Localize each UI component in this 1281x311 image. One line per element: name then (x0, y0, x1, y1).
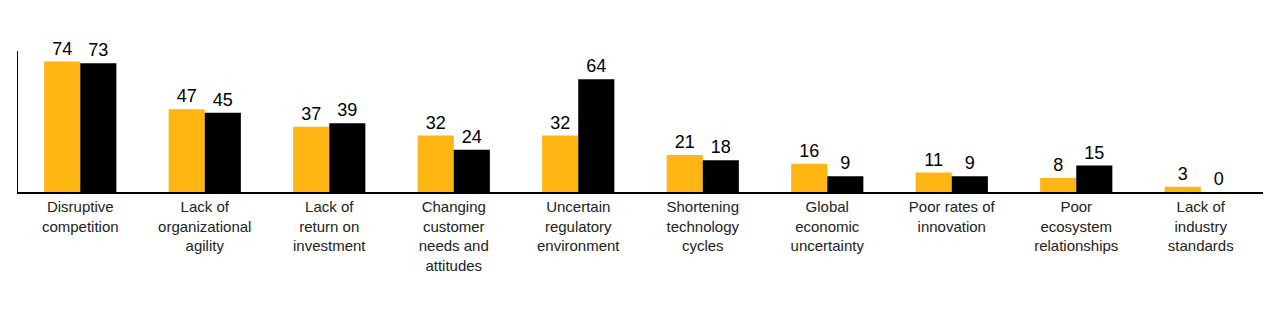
svg-text:0: 0 (1214, 169, 1224, 189)
svg-text:8: 8 (1053, 155, 1063, 175)
svg-text:64: 64 (586, 56, 606, 76)
svg-text:32: 32 (550, 113, 570, 133)
svg-text:15: 15 (1084, 143, 1104, 163)
svg-text:47: 47 (177, 86, 197, 106)
svg-text:9: 9 (840, 153, 850, 173)
svg-text:9: 9 (965, 153, 975, 173)
svg-text:Lack ofreturn oninvestment: Lack ofreturn oninvestment (293, 198, 366, 254)
svg-text:45: 45 (213, 90, 233, 110)
svg-text:11: 11 (924, 150, 943, 170)
svg-text:74: 74 (52, 39, 72, 59)
svg-text:Lack ofindustrystandards: Lack ofindustrystandards (1168, 198, 1234, 254)
svg-text:37: 37 (301, 104, 321, 124)
svg-text:32: 32 (426, 113, 446, 133)
svg-text:16: 16 (799, 141, 819, 161)
svg-text:Lack oforganizationalagility: Lack oforganizationalagility (158, 198, 251, 254)
svg-text:Globaleconomicuncertainty: Globaleconomicuncertainty (791, 198, 865, 254)
svg-text:73: 73 (88, 40, 108, 60)
svg-text:Disruptivecompetition: Disruptivecompetition (42, 198, 119, 235)
svg-text:Changingcustomerneeds andattit: Changingcustomerneeds andattitudes (419, 198, 489, 274)
svg-text:21: 21 (675, 132, 695, 152)
svg-text:18: 18 (711, 137, 731, 157)
svg-text:Shorteningtechnologycycles: Shorteningtechnologycycles (666, 198, 739, 254)
svg-text:39: 39 (337, 100, 357, 120)
svg-text:3: 3 (1178, 164, 1188, 184)
svg-text:24: 24 (462, 127, 482, 147)
svg-text:Uncertainregulatoryenvironment: Uncertainregulatoryenvironment (537, 198, 620, 254)
svg-text:Poor rates ofinnovation: Poor rates ofinnovation (909, 198, 996, 235)
svg-text:Poorecosystemrelationships: Poorecosystemrelationships (1034, 198, 1118, 254)
